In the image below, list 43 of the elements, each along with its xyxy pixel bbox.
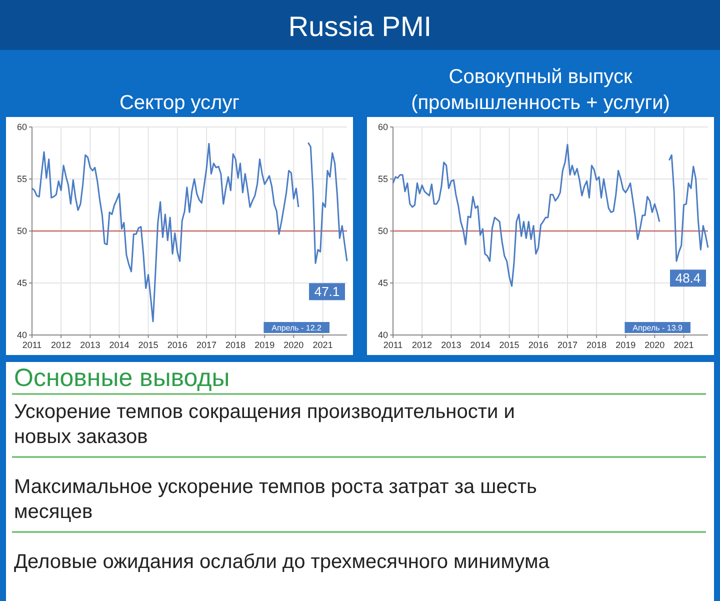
x-tick-label: 2017 [557, 340, 578, 350]
y-tick-label: 50 [16, 226, 27, 236]
x-tick-label: 2018 [586, 340, 607, 350]
text: Деловые ожидания ослабли до трехмесячного минимума [14, 551, 550, 573]
x-tick-label: 2021 [674, 340, 694, 350]
x-tick-label: 2020 [644, 340, 665, 350]
y-tick-label: 40 [16, 330, 27, 340]
x-tick-label: 2016 [167, 340, 188, 350]
y-tick-label: 40 [378, 330, 388, 340]
annotation: Апрель - 12.2 [272, 324, 322, 332]
x-tick-label: 2014 [470, 340, 490, 350]
annotation: 47.1 [314, 284, 340, 300]
x-tick-label: 2016 [528, 340, 548, 350]
x-tick-label: 2017 [196, 340, 217, 350]
annotation: Апрель - 13.9 [632, 324, 684, 332]
text: Основные выводы [14, 364, 230, 392]
text: Максимальное ускорение темпов роста затрат за шесть месяцев [14, 476, 537, 523]
y-tick-label: 45 [16, 278, 27, 288]
x-tick-label: 2019 [254, 340, 275, 350]
x-tick-label: 2020 [284, 340, 304, 350]
x-tick-label: 2012 [412, 340, 432, 350]
x-tick-label: 2015 [138, 340, 158, 350]
y-tick-label: 60 [378, 122, 388, 132]
annotation: 48.4 [675, 270, 701, 286]
x-tick-label: 2021 [312, 340, 333, 350]
chart-title: Совокупный выпуск (промышленность + услуги) [411, 66, 670, 114]
y-tick-label: 55 [16, 174, 27, 184]
x-tick-label: 2019 [616, 340, 636, 350]
chart-title: Сектор услуг [119, 92, 240, 114]
y-tick-label: 50 [378, 226, 388, 236]
x-tick-label: 2018 [226, 340, 246, 350]
x-tick-label: 2012 [51, 340, 72, 350]
x-tick-label: 2013 [80, 340, 100, 350]
y-tick-label: 45 [378, 278, 388, 288]
text: Ускорение темпов сокращения производительности и новых заказов [14, 401, 515, 448]
x-tick-label: 2015 [499, 340, 520, 350]
x-tick-label: 2013 [441, 340, 462, 350]
x-tick-label: 2014 [109, 340, 130, 350]
y-tick-label: 60 [16, 122, 27, 132]
y-tick-label: 55 [378, 174, 388, 184]
x-tick-label: 2011 [22, 340, 42, 350]
x-tick-label: 2011 [383, 340, 403, 350]
text: Russia PMI [288, 11, 432, 42]
